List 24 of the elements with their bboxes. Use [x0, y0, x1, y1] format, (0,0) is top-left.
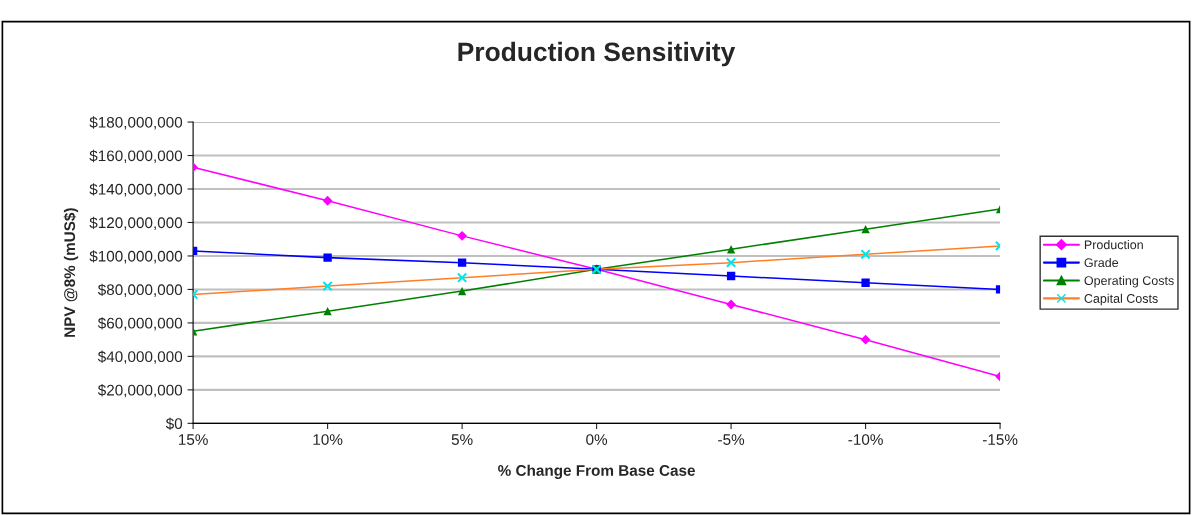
x-tick-label: -10%: [848, 434, 883, 445]
x-tick-label: -5%: [718, 434, 745, 445]
y-tick-label: $60,000,000: [97, 317, 183, 331]
x-tick-label: 15%: [178, 434, 208, 445]
y-tick-label: $20,000,000: [97, 384, 183, 398]
chart-title: Production Sensitivity: [458, 41, 736, 67]
x-tick-label: 5%: [451, 434, 473, 445]
legend-label: Grade: [1084, 257, 1119, 268]
x-tick-label: 0%: [586, 434, 608, 445]
legend-label: Operating Costs: [1084, 275, 1174, 288]
y-tick-label: $140,000,000: [89, 183, 183, 197]
y-tick-label: $100,000,000: [89, 250, 183, 264]
y-axis-title: NPV @8% (mUS$): [63, 208, 79, 337]
y-tick-label: $0: [165, 417, 183, 430]
y-tick-label: $80,000,000: [97, 283, 183, 297]
y-tick-label: $180,000,000: [89, 116, 183, 130]
y-tick-label: $120,000,000: [89, 216, 183, 230]
y-tick-label: $40,000,000: [97, 350, 183, 364]
legend-label: Capital Costs: [1084, 293, 1158, 306]
x-tick-label: -15%: [982, 434, 1018, 445]
legend-label: Production: [1084, 240, 1143, 250]
x-tick-label: 10%: [313, 434, 343, 445]
y-tick-label: $160,000,000: [89, 149, 183, 164]
x-axis-title: % Change From Base Case: [498, 464, 695, 479]
